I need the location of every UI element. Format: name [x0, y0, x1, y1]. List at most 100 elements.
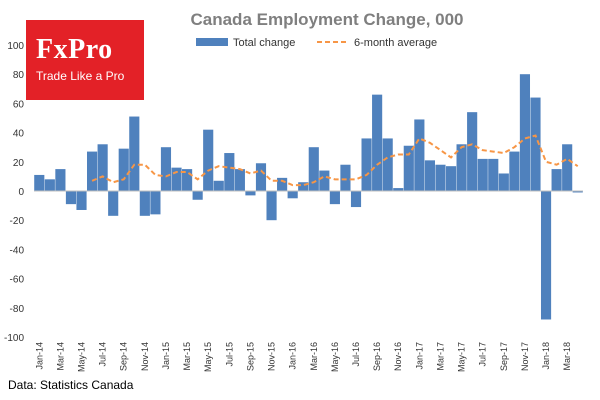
- x-tick-label: May-15: [203, 342, 213, 372]
- x-tick-label: Jul-17: [478, 342, 488, 367]
- bar-nov-17: [519, 74, 531, 191]
- bar-feb-17: [424, 160, 435, 191]
- bar-jan-18: [540, 191, 552, 320]
- bar-may-16: [329, 191, 340, 205]
- bar-jan-15: [160, 147, 172, 191]
- x-tick-label: Jul-16: [351, 342, 361, 367]
- bar-feb-16: [298, 182, 309, 191]
- bars: [34, 74, 583, 320]
- bar-mar-14: [55, 169, 66, 191]
- x-tick-label: Sep-15: [245, 342, 255, 371]
- x-tick-label: Jan-18: [541, 342, 551, 370]
- bar-mar-18: [562, 144, 573, 191]
- bar-dec-16: [403, 145, 414, 191]
- bar-may-15: [203, 129, 214, 191]
- legend-bar-swatch: [196, 38, 228, 46]
- y-tick-label: 40: [13, 129, 25, 140]
- bar-nov-14: [139, 191, 150, 216]
- bar-may-17: [456, 144, 467, 191]
- x-tick-label: Mar-17: [435, 342, 445, 371]
- source-note: Data: Statistics Canada: [8, 378, 134, 392]
- x-tick-label: Nov-15: [267, 342, 277, 371]
- y-tick-label: 0: [18, 187, 24, 198]
- y-tick-label: 20: [13, 158, 25, 169]
- x-axis: Jan-14 Mar-14 May-14 Jul-14 Sep-14 Nov-14 Jan-…: [34, 190, 583, 372]
- legend-total-change: Total change: [233, 37, 295, 49]
- x-tick-label: Nov-16: [393, 342, 403, 371]
- bar-sep-15: [245, 191, 256, 196]
- series-6-month-average-line: [91, 134, 579, 187]
- bar-oct-15: [255, 163, 267, 191]
- bar-jul-15: [224, 153, 235, 191]
- bar-jan-16: [287, 191, 298, 199]
- x-tick-label: May-16: [330, 342, 340, 372]
- x-tick-label: May-17: [457, 342, 467, 372]
- x-tick-label: Nov-17: [520, 342, 530, 371]
- y-tick-label: -40: [10, 245, 25, 256]
- x-tick-label: Sep-16: [372, 342, 382, 371]
- bar-apr-17: [445, 166, 457, 191]
- bar-apr-15: [192, 191, 203, 200]
- x-tick-label: Nov-14: [140, 342, 150, 371]
- y-tick-label: -80: [10, 304, 25, 315]
- bar-nov-15: [266, 191, 277, 221]
- bar-oct-16: [382, 138, 393, 191]
- average-line: [91, 134, 579, 187]
- logo-name: FxPro: [36, 34, 113, 65]
- x-tick-label: Jul-14: [98, 342, 108, 367]
- logo-tagline: Trade Like a Pro: [36, 69, 125, 83]
- bar-jun-16: [340, 164, 351, 191]
- y-tick-label: 60: [13, 99, 25, 110]
- bar-apr-16: [319, 170, 330, 191]
- bar-feb-15: [171, 167, 182, 191]
- y-tick-label: 80: [13, 70, 25, 81]
- chart-title: Canada Employment Change, 000: [190, 10, 463, 29]
- bar-sep-17: [498, 173, 509, 191]
- bar-feb-14: [44, 179, 55, 191]
- y-tick-label: -100: [4, 333, 24, 344]
- bar-sep-16: [372, 94, 383, 191]
- x-tick-label: Mar-14: [55, 342, 65, 371]
- x-tick-label: May-14: [77, 342, 87, 372]
- bar-jan-14: [34, 174, 45, 191]
- bar-oct-14: [129, 116, 140, 191]
- bar-aug-14: [108, 191, 119, 216]
- bar-jun-15: [213, 180, 224, 191]
- bar-oct-17: [509, 151, 520, 191]
- bar-mar-15: [182, 169, 193, 191]
- y-tick-label: -20: [10, 216, 25, 227]
- x-tick-label: Jan-16: [288, 342, 298, 370]
- bar-feb-18: [551, 169, 562, 191]
- x-tick-label: Sep-17: [499, 342, 509, 371]
- bar-jun-17: [467, 112, 478, 191]
- bar-aug-15: [234, 169, 245, 191]
- x-tick-label: Sep-14: [119, 342, 129, 371]
- bar-nov-16: [393, 188, 404, 191]
- x-tick-label: Mar-15: [182, 342, 192, 371]
- legend-6-month-average: 6-month average: [354, 37, 437, 49]
- x-tick-label: Mar-18: [562, 342, 572, 371]
- bar-may-14: [76, 191, 87, 210]
- y-tick-label: -60: [10, 275, 25, 286]
- bar-dec-17: [530, 97, 541, 191]
- bar-dec-14: [150, 191, 161, 215]
- bar-aug-16: [361, 138, 372, 191]
- fxpro-logo: FxPro Trade Like a Pro: [26, 20, 144, 100]
- y-tick-label: 100: [7, 41, 24, 52]
- bar-apr-18: [572, 191, 583, 193]
- x-tick-label: Jan-15: [161, 342, 171, 370]
- bar-dec-15: [277, 177, 288, 191]
- x-tick-label: Jan-17: [414, 342, 424, 370]
- bar-mar-16: [308, 147, 319, 191]
- bar-jul-16: [350, 191, 362, 208]
- bar-jul-17: [477, 158, 488, 191]
- x-tick-label: Jul-15: [224, 342, 234, 367]
- bar-jul-14: [97, 144, 108, 191]
- bar-mar-17: [435, 164, 446, 191]
- legend: Total change 6-month average: [196, 37, 437, 49]
- y-axis: 100 80 60 40 20 0 -20 -40 -60 -80 -100: [4, 41, 24, 344]
- bar-aug-17: [488, 158, 499, 191]
- x-tick-label: Jan-14: [34, 342, 44, 370]
- bar-apr-14: [65, 191, 77, 205]
